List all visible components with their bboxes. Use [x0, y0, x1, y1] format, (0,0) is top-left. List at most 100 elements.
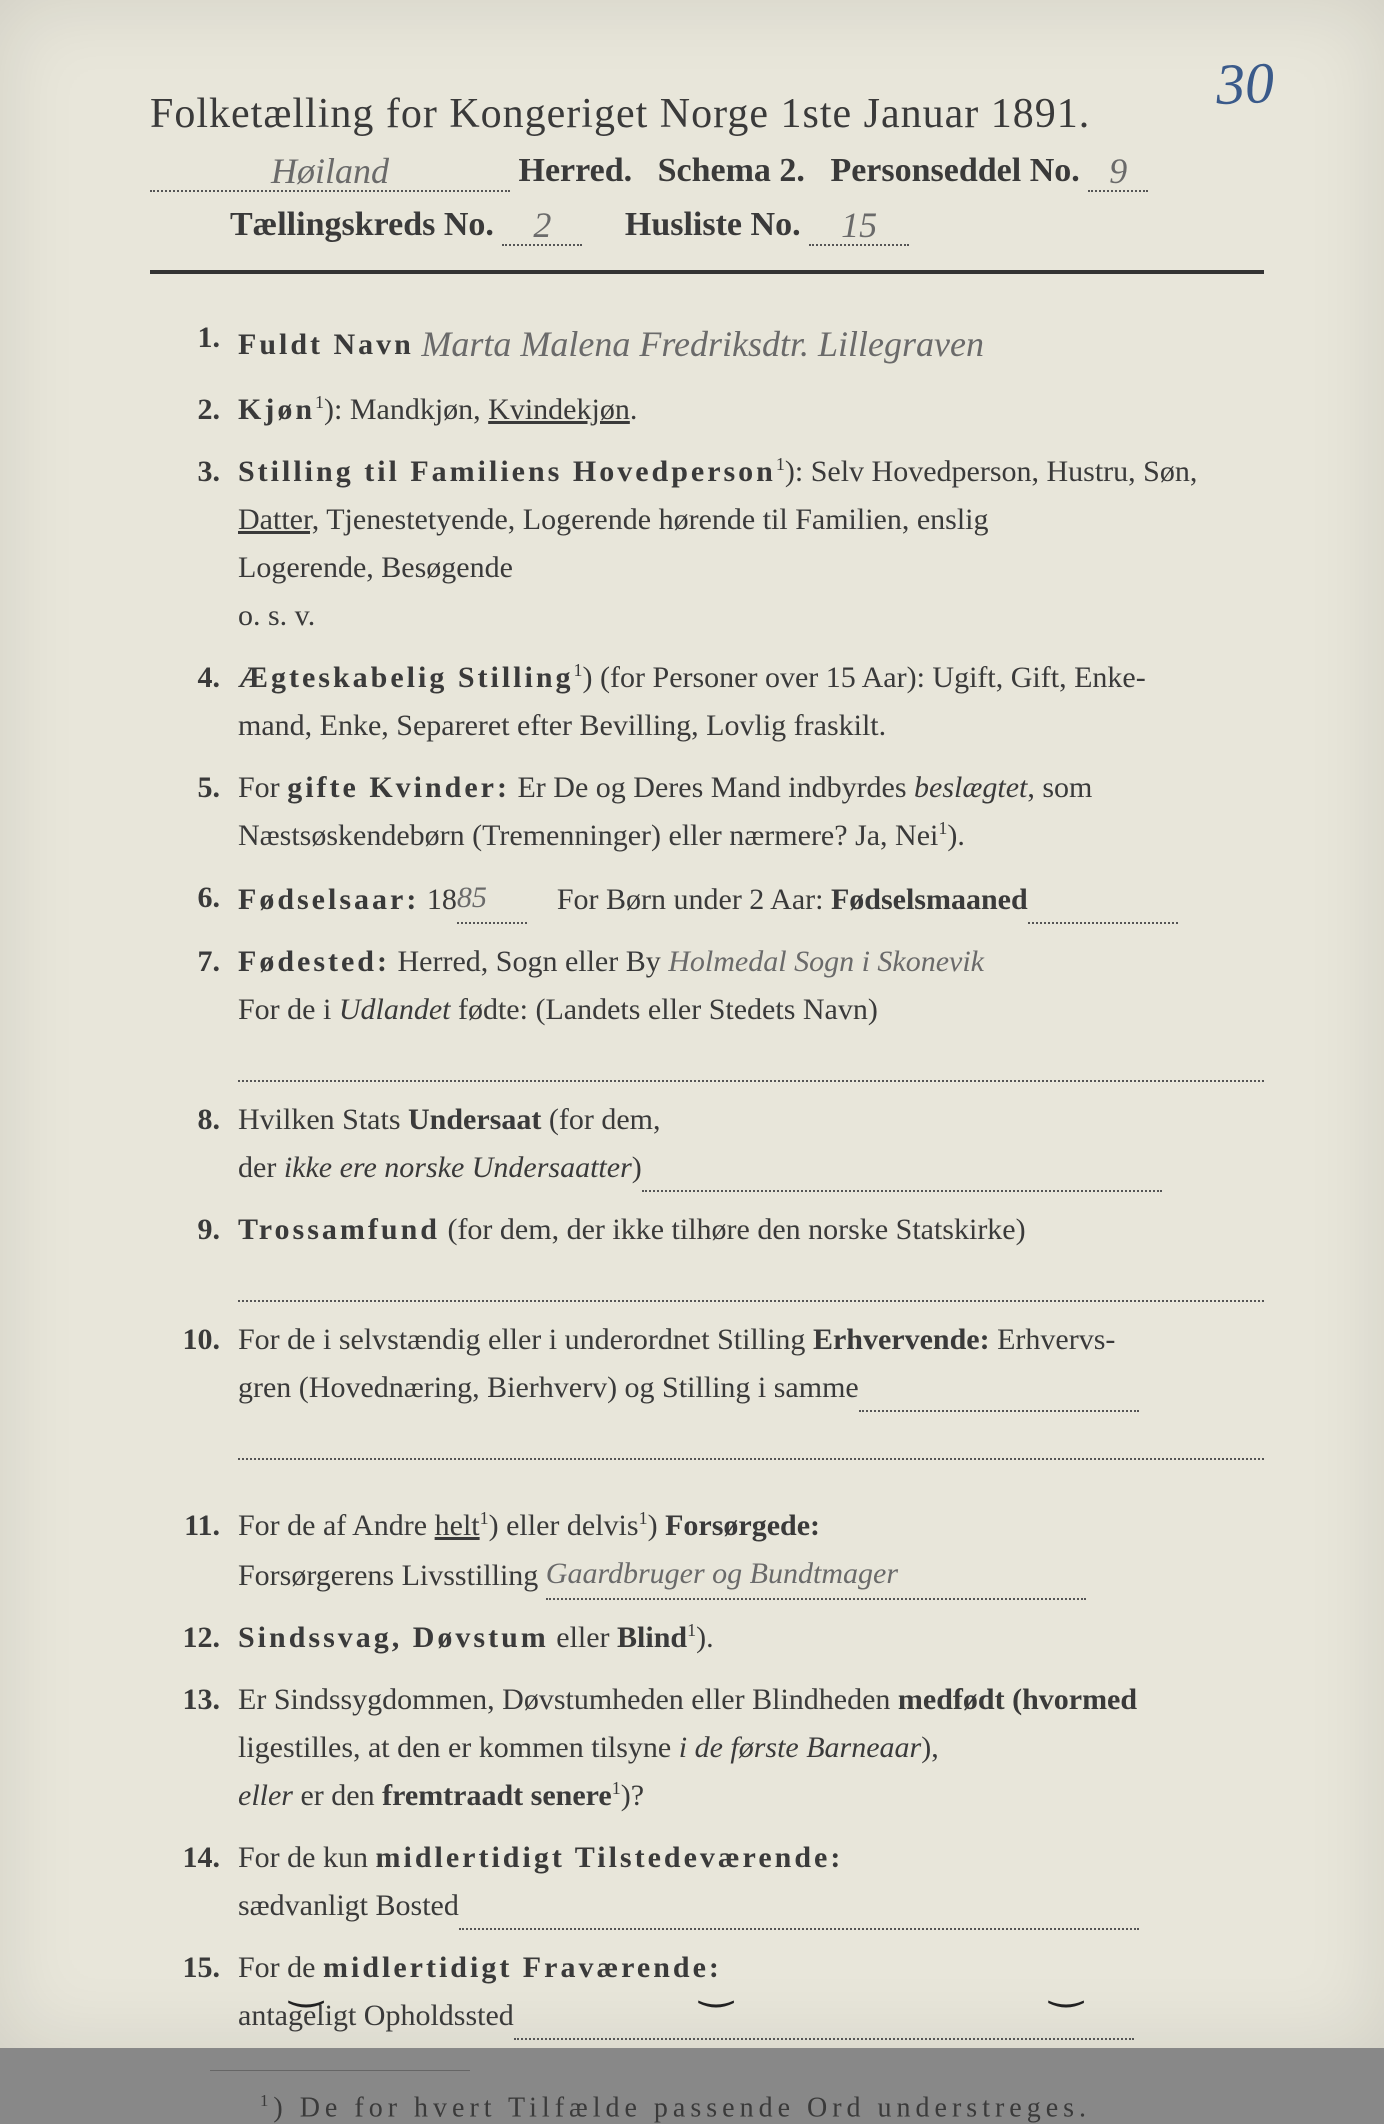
text: Forsørgerens Livsstilling [238, 1559, 538, 1592]
text: Erhvervs- [990, 1323, 1116, 1356]
text: mand, Enke, Separeret efter Bevilling, L… [238, 709, 886, 742]
sup: 1 [315, 392, 324, 412]
item-13: 13. Er Sindssygdommen, Døvstumheden elle… [150, 1676, 1264, 1820]
schema-label: Schema 2. [658, 152, 805, 189]
label: Kjøn [238, 393, 315, 426]
label: fremtraadt senere [382, 1779, 612, 1812]
dotted-line [238, 1422, 1264, 1460]
text: )? [621, 1779, 644, 1812]
label: Erhvervende: [813, 1323, 990, 1356]
text-italic: i de første Barneaar [679, 1731, 921, 1764]
label: midlertidigt Tilstedeværende: [376, 1841, 844, 1874]
text: For de i selvstændig eller i underordnet… [238, 1323, 813, 1356]
item-11: 11. For de af Andre helt1) eller delvis1… [150, 1502, 1264, 1600]
mark-icon: ‿ [700, 1961, 732, 2008]
page-number: 30 [1215, 49, 1275, 118]
item-1: 1. Fuldt Navn Marta Malena Fredriksdtr. … [150, 314, 1264, 372]
header-line-2: Tællingskreds No. 2 Husliste No. 15 [230, 202, 1264, 246]
text: der [238, 1151, 284, 1184]
text: Er Sindssygdommen, Døvstumheden eller Bl… [238, 1683, 898, 1716]
item-14: 14. For de kun midlertidigt Tilstedevære… [150, 1834, 1264, 1930]
item-num: 14. [150, 1834, 238, 1882]
text: antageligt Opholdssted [238, 1999, 514, 2032]
personseddel-value: 9 [1109, 151, 1127, 191]
text: sædvanligt Bosted [238, 1889, 459, 1922]
item-6: 6. Fødselsaar: 1885 For Børn under 2 Aar… [150, 874, 1264, 924]
text: Herred, Sogn eller By [390, 945, 661, 978]
item-num: 12. [150, 1614, 238, 1662]
text: ligestilles, at den er kommen tilsyne [238, 1731, 679, 1764]
text: , som [1027, 771, 1092, 804]
label: Fuldt Navn [238, 328, 414, 361]
kreds-value: 2 [533, 205, 551, 245]
text: Hvilken Stats [238, 1103, 408, 1136]
item-9: 9. Trossamfund (for dem, der ikke tilhør… [150, 1206, 1264, 1302]
text: For [238, 771, 287, 804]
text-italic: ikke ere norske Undersaatter [284, 1151, 632, 1184]
text: Er De og Deres Mand indbyrdes [510, 771, 914, 804]
text: ) (for Personer over 15 Aar): Ugift, Gif… [583, 661, 1146, 694]
label: Trossamfund [238, 1213, 440, 1246]
husliste-value: 15 [841, 205, 877, 245]
item-num: 7. [150, 938, 238, 986]
text: ). [947, 819, 965, 852]
personseddel-label: Personseddel No. [830, 152, 1079, 189]
text: For de i [238, 993, 339, 1026]
label: Undersaat [408, 1103, 541, 1136]
herred-value: Høiland [271, 151, 389, 191]
mark-icon: ‿ [1050, 1961, 1082, 2008]
text: For de kun [238, 1841, 376, 1874]
selected-helt: helt [435, 1509, 480, 1542]
label: Fødested: [238, 945, 390, 978]
text: For Børn under 2 Aar: [557, 883, 831, 916]
item-8: 8. Hvilken Stats Undersaat (for dem, der… [150, 1096, 1264, 1192]
text: (for dem, der ikke tilhøre den norske St… [440, 1213, 1026, 1246]
text: eller [549, 1621, 617, 1654]
census-form-page: 30 Folketælling for Kongeriget Norge 1st… [0, 0, 1384, 2048]
text: Tjenestetyende, Logerende hørende til Fa… [319, 503, 988, 536]
label: Fødselsmaaned [831, 883, 1028, 916]
text: 18 [419, 883, 457, 916]
husliste-label: Husliste No. [625, 206, 801, 243]
sup: 1 [612, 1778, 621, 1798]
birthplace-value: Holmedal Sogn i Skonevik [668, 945, 984, 978]
birthyear-value: 85 [457, 881, 487, 914]
item-4: 4. Ægteskabelig Stilling1) (for Personer… [150, 654, 1264, 750]
item-num: 3. [150, 448, 238, 496]
text: fødte: (Landets eller Stedets Navn) [450, 993, 877, 1026]
kreds-label: Tællingskreds No. [230, 206, 494, 243]
text: (for dem, [541, 1103, 660, 1136]
item-num: 10. [150, 1316, 238, 1364]
text: ): Mandkjøn, [324, 393, 488, 426]
mark-icon: ‿ [290, 1961, 322, 2008]
text: ): Selv Hovedperson, Hustru, Søn, [785, 455, 1197, 488]
text: Næstsøskendebørn (Tremenninger) eller næ… [238, 819, 938, 852]
item-12: 12. Sindssvag, Døvstum eller Blind1). [150, 1614, 1264, 1662]
text-italic: Udlandet [339, 993, 451, 1026]
text: . [630, 393, 638, 426]
text: ), [921, 1731, 939, 1764]
item-3: 3. Stilling til Familiens Hovedperson1):… [150, 448, 1264, 640]
label: Sindssvag, Døvstum [238, 1621, 549, 1654]
item-num: 11. [150, 1502, 238, 1550]
item-num: 13. [150, 1676, 238, 1724]
item-num: 9. [150, 1206, 238, 1254]
text: o. s. v. [238, 599, 315, 632]
name-value: Marta Malena Fredriksdtr. Lillegraven [421, 324, 984, 364]
footnote: 1) De for hvert Tilfælde passende Ord un… [260, 2091, 1264, 2124]
item-num: 1. [150, 314, 238, 362]
text: ) eller delvis [489, 1509, 639, 1542]
text: Logerende, Besøgende [238, 551, 513, 584]
item-num: 5. [150, 764, 238, 812]
label: Fødselsaar: [238, 883, 419, 916]
label: gifte Kvinder: [287, 771, 510, 804]
label: midlertidigt Fraværende: [323, 1951, 722, 1984]
label: Forsørgede: [665, 1509, 820, 1542]
item-5: 5. For gifte Kvinder: Er De og Deres Man… [150, 764, 1264, 860]
item-2: 2. Kjøn1): Mandkjøn, Kvindekjøn. [150, 386, 1264, 434]
text: ). [696, 1621, 714, 1654]
text: ) [648, 1509, 666, 1542]
selected-kvindekjon: Kvindekjøn [488, 393, 630, 426]
sup: 1 [480, 1508, 489, 1528]
text-italic: eller [238, 1779, 293, 1812]
